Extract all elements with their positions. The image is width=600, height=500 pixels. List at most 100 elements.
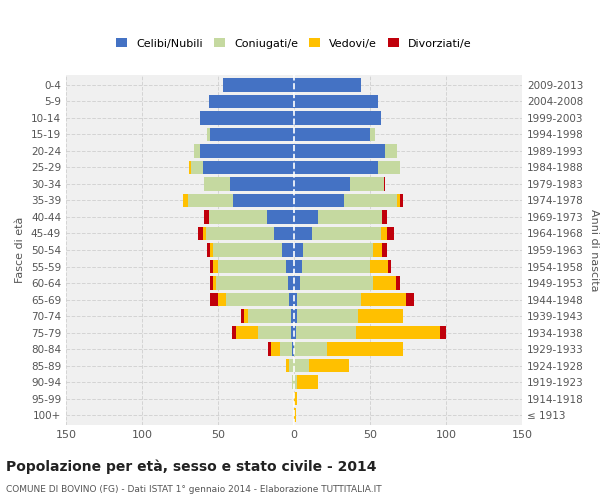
Bar	[214, 260, 218, 273]
Bar	[388, 260, 391, 273]
Bar	[303, 244, 373, 256]
Bar	[205, 210, 209, 224]
Bar	[312, 227, 380, 240]
Bar	[292, 342, 294, 355]
Bar	[294, 144, 385, 158]
Bar	[288, 276, 294, 289]
Bar	[361, 293, 406, 306]
Bar	[294, 392, 297, 405]
Bar	[205, 178, 230, 190]
Bar	[188, 194, 233, 207]
Legend: Celibi/Nubili, Coniugati/e, Vedovi/e, Divorziati/e: Celibi/Nubili, Coniugati/e, Vedovi/e, Di…	[113, 35, 475, 52]
Bar	[191, 161, 203, 174]
Bar	[328, 342, 403, 355]
Bar	[294, 227, 312, 240]
Bar	[294, 78, 361, 92]
Bar	[271, 342, 280, 355]
Bar	[218, 260, 286, 273]
Bar	[297, 293, 361, 306]
Bar	[400, 194, 403, 207]
Bar	[294, 376, 297, 388]
Bar	[203, 227, 206, 240]
Bar	[194, 144, 200, 158]
Bar	[280, 342, 292, 355]
Bar	[189, 161, 191, 174]
Bar	[396, 276, 400, 289]
Bar	[274, 227, 294, 240]
Bar	[294, 342, 328, 355]
Bar	[291, 310, 294, 322]
Bar	[297, 376, 319, 388]
Bar	[217, 276, 288, 289]
Bar	[297, 310, 358, 322]
Text: COMUNE DI BOVINO (FG) - Dati ISTAT 1° gennaio 2014 - Elaborazione TUTTITALIA.IT: COMUNE DI BOVINO (FG) - Dati ISTAT 1° ge…	[6, 485, 382, 494]
Bar	[292, 376, 294, 388]
Bar	[236, 326, 257, 339]
Bar	[383, 178, 385, 190]
Bar	[406, 293, 414, 306]
Bar	[211, 260, 214, 273]
Bar	[294, 293, 297, 306]
Bar	[211, 244, 214, 256]
Bar	[302, 260, 370, 273]
Bar	[385, 144, 397, 158]
Bar	[294, 194, 344, 207]
Bar	[382, 244, 387, 256]
Bar	[230, 178, 294, 190]
Bar	[294, 210, 319, 224]
Bar	[206, 227, 274, 240]
Bar	[294, 276, 300, 289]
Text: Popolazione per età, sesso e stato civile - 2014: Popolazione per età, sesso e stato civil…	[6, 460, 377, 474]
Bar	[286, 260, 294, 273]
Bar	[282, 244, 294, 256]
Bar	[294, 359, 309, 372]
Bar	[257, 326, 291, 339]
Bar	[211, 276, 214, 289]
Bar	[300, 276, 373, 289]
Bar	[440, 326, 446, 339]
Bar	[294, 310, 297, 322]
Bar	[209, 95, 294, 108]
Bar	[232, 326, 236, 339]
Bar	[296, 326, 356, 339]
Bar	[387, 227, 394, 240]
Bar	[370, 260, 388, 273]
Bar	[289, 293, 294, 306]
Bar	[294, 326, 296, 339]
Bar	[356, 326, 440, 339]
Bar	[377, 161, 400, 174]
Bar	[294, 260, 302, 273]
Bar	[268, 342, 271, 355]
Bar	[291, 326, 294, 339]
Bar	[248, 310, 291, 322]
Bar	[294, 95, 377, 108]
Bar	[294, 112, 380, 124]
Bar	[373, 244, 382, 256]
Bar	[208, 244, 211, 256]
Bar	[309, 359, 349, 372]
Bar	[294, 161, 377, 174]
Bar	[214, 276, 217, 289]
Y-axis label: Anni di nascita: Anni di nascita	[589, 209, 599, 291]
Bar	[200, 112, 294, 124]
Bar	[244, 310, 248, 322]
Bar	[382, 210, 387, 224]
Bar	[294, 178, 350, 190]
Bar	[344, 194, 397, 207]
Bar	[226, 293, 289, 306]
Bar	[294, 408, 296, 422]
Bar	[211, 128, 294, 141]
Bar	[358, 310, 403, 322]
Bar	[350, 178, 383, 190]
Bar	[373, 276, 396, 289]
Bar	[208, 128, 211, 141]
Bar	[397, 194, 400, 207]
Bar	[233, 194, 294, 207]
Bar	[218, 293, 226, 306]
Bar	[294, 128, 370, 141]
Bar	[200, 144, 294, 158]
Bar	[211, 293, 218, 306]
Bar	[286, 359, 289, 372]
Bar	[203, 161, 294, 174]
Y-axis label: Fasce di età: Fasce di età	[16, 217, 25, 283]
